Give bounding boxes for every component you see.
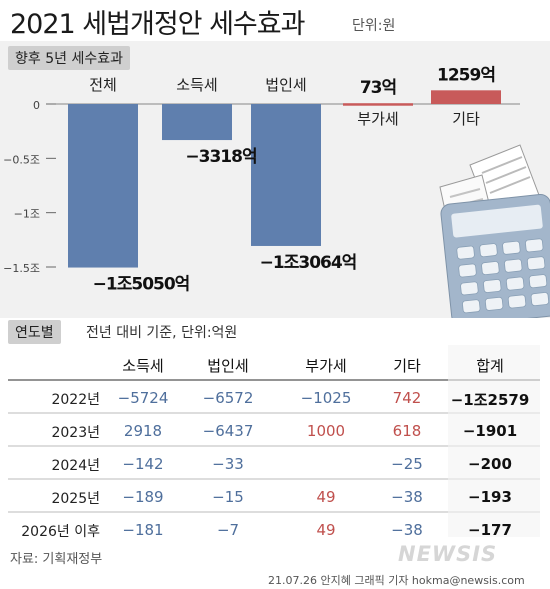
row-year-label: 2026년 이후: [21, 524, 100, 540]
y-tick-label: −1.5조: [3, 262, 40, 275]
calculator-key: [479, 243, 498, 258]
bar: [431, 90, 501, 104]
table-cell: −5724: [117, 389, 169, 407]
table-cell: 618: [392, 422, 422, 440]
table-cell: 1000: [306, 422, 346, 440]
table-cell: −1901: [462, 422, 518, 440]
unit-note: 단위:원: [352, 18, 396, 34]
table-cell: −6572: [202, 389, 254, 407]
page-title: 2021 세법개정안 세수효과: [10, 9, 305, 40]
table-cell: −38: [391, 521, 423, 539]
table-cell: −33: [212, 455, 244, 473]
column-header: 합계: [476, 357, 504, 375]
calculator-key: [504, 258, 523, 273]
table-cell: −181: [122, 521, 164, 539]
y-tick-label: −0.5조: [3, 153, 40, 166]
y-tick-label: 0: [33, 99, 40, 112]
category-label: 기타: [452, 110, 480, 128]
section-label-bottom: 연도별: [8, 320, 61, 344]
table-lines: [8, 345, 540, 537]
calculator-receipts-icon: [439, 144, 550, 326]
calculator-key: [528, 274, 548, 289]
table-cell: −177: [468, 521, 512, 539]
row-year-label: 2022년: [51, 392, 100, 408]
bar-chart: 0 −0.5조 −1조 −1.5조 전체 −1조5050억 소득세 −3318억 법인세 −1조…: [3, 65, 550, 326]
row-year-label: 2024년: [51, 458, 100, 474]
column-header: 기타: [393, 357, 421, 375]
y-tick-label: −1조: [14, 208, 40, 221]
bar: [343, 103, 413, 106]
calculator-key: [458, 263, 477, 278]
calculator-key: [526, 256, 546, 271]
table-note: 전년 대비 기준, 단위:억원: [86, 325, 238, 341]
value-label: 73억: [360, 78, 396, 98]
table-cell: −15: [212, 488, 244, 506]
calculator-key: [481, 261, 500, 276]
category-label: 법인세: [265, 76, 306, 94]
source-note: 자료: 기획재정부: [10, 552, 103, 567]
calculator-key: [525, 238, 544, 253]
table-cell: 49: [316, 488, 336, 506]
credit-line: 21.07.26 안지혜 그래픽 기자 hokma@newsis.com: [268, 574, 525, 587]
table-cell: 742: [392, 389, 422, 407]
table-cell: −1025: [300, 389, 352, 407]
calculator-key: [462, 299, 481, 314]
value-label: 1259억: [437, 65, 495, 85]
table-cell: −7: [216, 521, 240, 539]
category-label: 소득세: [176, 76, 217, 94]
column-header: 소득세: [122, 357, 164, 375]
calculator-key: [530, 292, 550, 307]
value-label: −1조5050억: [93, 275, 190, 295]
table-cell: −200: [468, 455, 512, 473]
bar: [251, 104, 321, 246]
calculator-key: [502, 240, 521, 255]
table-cell: −189: [122, 488, 164, 506]
bar: [162, 104, 232, 141]
row-year-label: 2023년: [51, 425, 100, 441]
category-label: 부가세: [357, 110, 398, 128]
table-cell: −6437: [202, 422, 254, 440]
calculator-key: [460, 281, 479, 296]
calculator-key: [456, 245, 475, 260]
column-header: 부가세: [305, 357, 347, 375]
calculator-key: [505, 276, 525, 291]
column-header: 법인세: [207, 357, 249, 375]
row-year-label: 2025년: [51, 491, 100, 507]
value-label: −3318억: [185, 147, 256, 167]
calculator-key: [507, 294, 527, 309]
table-cell: −142: [122, 455, 164, 473]
bar-series: [68, 90, 501, 268]
calculator-key: [484, 296, 504, 311]
calculator-key: [483, 279, 502, 293]
table-cell: −38: [391, 488, 423, 506]
table-cell: 2918: [123, 422, 163, 440]
value-label: −1조3064억: [260, 253, 357, 273]
table-cell: 49: [316, 521, 336, 539]
watermark-logo: NEWSIS: [398, 542, 498, 566]
section-label-top: 향후 5년 세수효과: [8, 46, 130, 70]
table-cell: −25: [391, 455, 423, 473]
category-label: 전체: [89, 76, 117, 94]
table-cell: −193: [468, 488, 512, 506]
bar: [68, 104, 138, 268]
table-cell: −1조2579: [450, 391, 530, 409]
